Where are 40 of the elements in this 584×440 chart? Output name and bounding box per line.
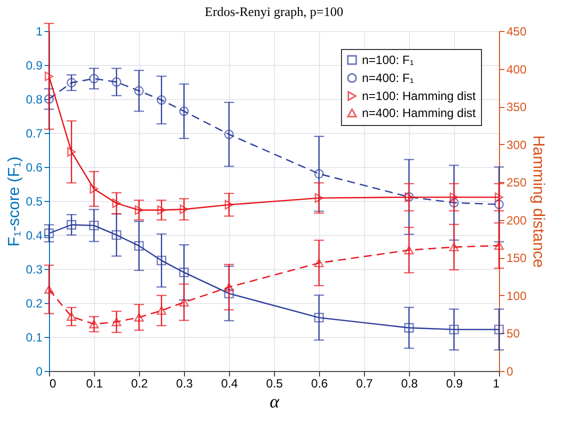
legend-label: n=100: Hamming dist <box>362 89 476 103</box>
chart-title: Erdos-Renyi graph, p=100 <box>204 4 344 19</box>
x-tick-label: 0.1 <box>86 376 104 390</box>
legend-label: n=400: Hamming dist <box>362 106 476 120</box>
x-tick-label: 0.9 <box>446 376 464 390</box>
legend-label: n=100: F₁ <box>362 53 414 67</box>
y2-tick-label: 450 <box>506 24 527 38</box>
y2-tick-label: 0 <box>506 364 514 378</box>
y2-tick-label: 50 <box>506 326 520 341</box>
y-axis-title: F₁-score (F₁) <box>6 156 23 246</box>
y2-tick-label: 400 <box>506 62 527 76</box>
y-tick-label: 0.7 <box>26 126 43 140</box>
y-tick-label: 0 <box>36 364 43 378</box>
y-tick-label: 0.2 <box>26 296 43 310</box>
y-tick-label: 0.9 <box>26 58 43 72</box>
y-tick-label: 0.1 <box>26 330 43 344</box>
y2-tick-label: 150 <box>506 251 527 266</box>
y2-tick-label: 100 <box>506 288 527 303</box>
x-tick-label: 0.4 <box>221 376 238 390</box>
x-axis-title: α <box>270 392 280 412</box>
y-tick-label: 1 <box>36 24 43 38</box>
y-tick-label: 0.4 <box>26 228 43 242</box>
x-tick-label: 0.7 <box>356 376 374 390</box>
y-tick-label: 0.6 <box>26 160 43 174</box>
x-tick-label: 0.3 <box>176 376 194 390</box>
y2-tick-label: 300 <box>506 138 527 152</box>
y-tick-label: 0.8 <box>26 92 43 106</box>
y2-tick-label: 350 <box>506 100 527 114</box>
x-tick-label: 0.5 <box>266 376 284 390</box>
y2-tick-label: 250 <box>506 176 527 190</box>
x-tick-label: 0.8 <box>401 376 418 390</box>
x-tick-label: 1 <box>492 376 500 390</box>
legend-label: n=400: F₁ <box>362 71 414 85</box>
y-tick-label: 0.5 <box>26 194 43 208</box>
y-tick-label: 0.3 <box>26 262 43 276</box>
x-tick-label: 0.2 <box>131 376 148 390</box>
y2-tick-label: 200 <box>506 213 527 228</box>
x-tick-label: 0 <box>50 376 56 390</box>
x-tick-label: 0.6 <box>311 376 328 390</box>
y2-axis-title: Hamming distance <box>530 135 547 268</box>
